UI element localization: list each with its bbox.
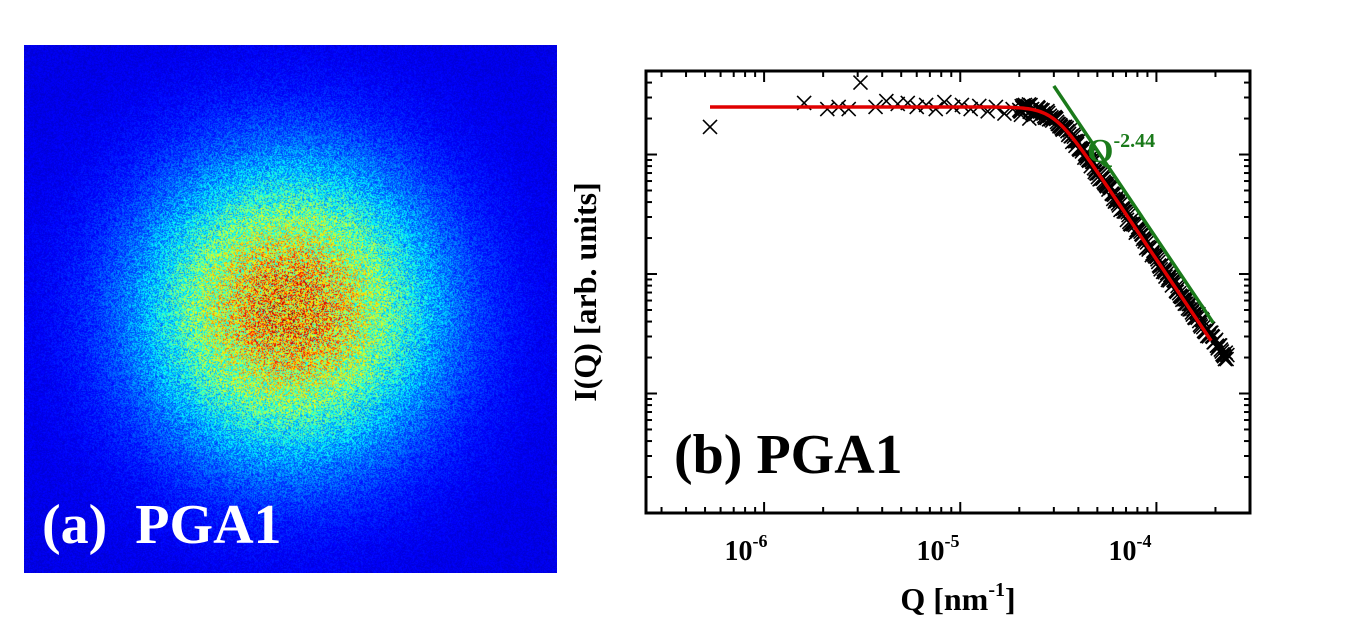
plot-frame [644,69,1252,515]
x-axis-label: Q [nm-1] [900,579,1015,617]
chart-svg: I(Q) [arb. units] Q [nm-1] 10-6 10-5 10-… [567,69,1252,617]
fit-lines [710,84,1215,342]
data-point-marker [918,97,934,113]
x-axis-label-main: Q [nm [900,581,988,617]
saxs-detector-image: (a) PGA1 [24,45,557,573]
power-law-label: Q-2.44 [1087,130,1155,170]
data-point-marker [1212,337,1228,353]
power-law-line [1052,84,1215,324]
panel-b-label: (b) PGA1 [674,424,903,486]
data-point-marker [841,101,857,117]
data-point-marker [852,75,869,91]
data-point-marker [928,101,944,117]
fit-curve-line [710,105,1213,342]
data-point-marker [702,119,718,135]
y-axis-label: I(Q) [arb. units] [567,182,603,402]
data-point-marker [954,97,970,113]
x-tick-label-1e-5: 10-5 [917,531,960,567]
scattering-curve-chart: I(Q) [arb. units] Q [nm-1] 10-6 10-5 10-… [560,40,1280,618]
x-axis-label-end: ] [1005,581,1016,617]
panel-a-label: (a) PGA1 [42,494,282,556]
x-tick-label-1e-4: 10-4 [1109,531,1152,567]
data-point-marker [963,101,979,117]
scattering-pattern-canvas [24,45,557,573]
data-point-marker [1218,351,1235,367]
data-point-marker [1219,347,1235,363]
data-markers [702,75,1235,367]
x-tick-label-1e-6: 10-6 [725,531,768,567]
data-point-marker [1203,325,1219,341]
data-point-marker [1217,351,1233,367]
x-axis-label-sup: -1 [988,579,1005,601]
data-point-marker [1165,270,1181,286]
